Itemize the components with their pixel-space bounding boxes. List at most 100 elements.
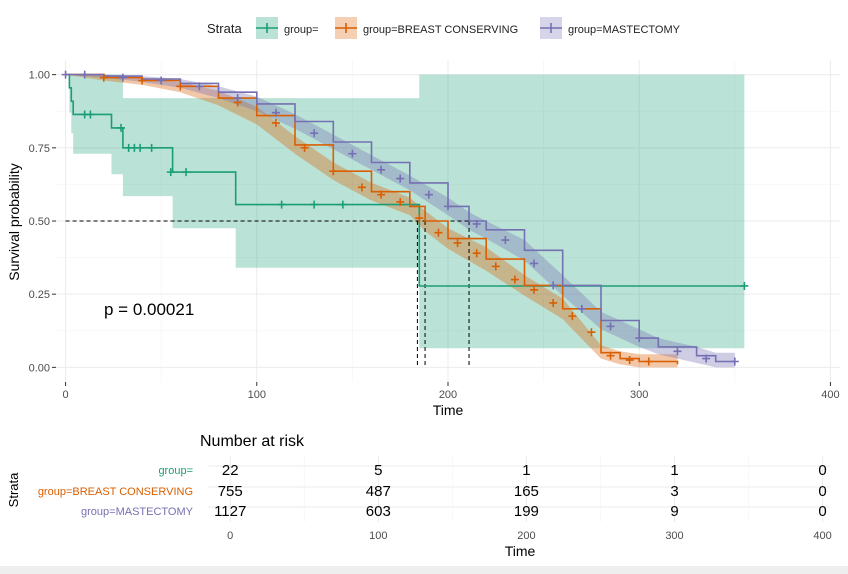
censor-mark-group-breast-conserving [271,118,280,127]
risk-count-cell: 0 [818,483,826,500]
censor-mark-group [182,168,191,177]
censor-mark-group-mastectomy [118,73,127,82]
risk-table-gridlines [208,456,830,522]
censor-mark-group-mastectomy [195,82,204,91]
censor-mark-group-breast-conserving [568,312,577,321]
censor-mark-group-breast-conserving [396,197,405,206]
km-median-lines [65,220,470,368]
risk-table-y-axis-title: Strata [6,472,21,507]
censor-mark-group-mastectomy [310,129,319,138]
risk-x-tick-label: 400 [813,530,831,542]
censor-mark-group-mastectomy [702,354,711,363]
km-y-axis-title: Survival probability [6,163,22,281]
censor-mark-group [117,123,126,132]
risk-count-cell: 1 [522,462,530,479]
risk-x-tick-label: 100 [369,530,387,542]
risk-count-cell: 487 [366,483,391,500]
censor-mark-group-mastectomy [635,334,644,343]
censor-mark-group [166,168,175,177]
risk-row-label-group-breast-conserving: group=BREAST CONSERVING [38,486,193,498]
risk-table: Number at risk group= 22 5 1 1 0 group=BREAST … [6,433,832,559]
ci-band-group-mastectomy [65,74,735,368]
censor-mark-group [136,143,145,152]
censor-mark-group-mastectomy [472,219,481,228]
risk-count-cell: 199 [514,503,539,520]
legend-label-group: group= [284,24,319,36]
censor-mark-group-mastectomy [424,190,433,199]
censor-mark-group-breast-conserving [587,328,596,337]
risk-table-x-axis: 0 100 200 300 400 [227,530,832,542]
x-tick-label: 0 [62,389,68,401]
risk-count-cell: 165 [514,483,539,500]
risk-table-title: Number at risk [200,433,305,450]
risk-count-cell: 603 [366,503,391,520]
censor-mark-group-mastectomy [444,202,452,211]
censor-mark-group-breast-conserving [329,167,338,176]
censor-mark-group [740,281,749,290]
censor-mark-group-breast-conserving [644,357,653,366]
risk-row-label-group: group= [158,465,193,477]
censor-mark-group-breast-conserving [434,228,443,237]
censor-mark-group-mastectomy [396,174,405,183]
legend-symbol-group-mastectomy [540,23,562,33]
censor-mark-group-breast-conserving [510,275,519,284]
legend-symbol-group-breast-conserving [335,23,357,33]
km-plot: 0.00 0.25 0.50 0.75 1.00 0 100 200 300 400 p = 0… [6,60,840,418]
risk-count-cell: 9 [670,503,678,520]
censor-mark-group-mastectomy [730,357,739,366]
risk-count-cell: 0 [818,462,826,479]
x-tick-label: 200 [439,389,457,401]
censor-mark-group-mastectomy [233,94,242,103]
censor-mark-group-mastectomy [61,70,70,79]
censor-mark-group-mastectomy [606,322,615,331]
censor-mark-group-breast-conserving [530,285,539,294]
km-x-axis: 0 100 200 300 400 [62,382,840,401]
risk-x-tick-label: 200 [517,530,535,542]
legend: Strata group= group=BREAST CONSERVING grou… [207,17,681,39]
km-x-axis-title: Time [433,402,464,418]
p-value-annotation: p = 0.00021 [104,300,194,319]
censor-mark-group-mastectomy [348,149,357,158]
censor-mark-group-breast-conserving [472,249,481,258]
km-curve-group-breast-conserving [65,73,679,365]
censor-mark-group-mastectomy [157,76,166,85]
risk-table-cells: group= 22 5 1 1 0 group=BREAST CONSERVING 755 48… [38,462,827,520]
y-tick-label: 1.00 [29,70,50,82]
censor-mark-group-breast-conserving [357,183,366,192]
censor-mark-group-mastectomy [549,281,558,290]
censor-mark-group [310,200,319,209]
footer-bar [0,566,848,574]
censor-mark-group-breast-conserving [491,262,500,271]
censor-mark-group-mastectomy [501,236,510,245]
risk-count-cell: 5 [374,462,382,479]
censor-mark-group-breast-conserving [415,214,424,223]
censor-mark-group [338,200,347,209]
km-y-axis: 0.00 0.25 0.50 0.75 1.00 [29,70,56,374]
risk-x-tick-label: 0 [227,530,233,542]
censor-mark-group-breast-conserving [453,238,462,247]
risk-count-cell: 3 [670,483,678,500]
risk-count-cell: 755 [218,483,243,500]
x-tick-label: 300 [630,389,648,401]
y-tick-label: 0.75 [29,143,50,155]
censor-mark-group-breast-conserving [377,190,386,199]
x-tick-label: 100 [248,389,266,401]
y-tick-label: 0.50 [29,216,50,228]
censor-mark-group-breast-conserving [549,298,558,307]
censor-mark-group [147,143,156,152]
censor-mark-group-mastectomy [530,259,539,268]
km-censor-marks [61,70,749,366]
censor-mark-group [86,110,95,119]
censor-mark-group-mastectomy [271,108,280,117]
y-tick-label: 0.25 [29,289,50,301]
censor-mark-group-breast-conserving [625,356,634,365]
censor-mark-group-breast-conserving [176,82,185,91]
x-tick-label: 400 [821,389,839,401]
censor-mark-group-mastectomy [577,304,586,313]
risk-row-label-group-mastectomy: group=MASTECTOMY [81,506,194,518]
risk-count-cell: 1127 [214,503,246,520]
legend-symbol-group [256,23,278,33]
legend-label-group-mastectomy: group=MASTECTOMY [568,24,681,36]
censor-mark-group-breast-conserving [606,351,615,360]
risk-count-cell: 0 [818,503,826,520]
